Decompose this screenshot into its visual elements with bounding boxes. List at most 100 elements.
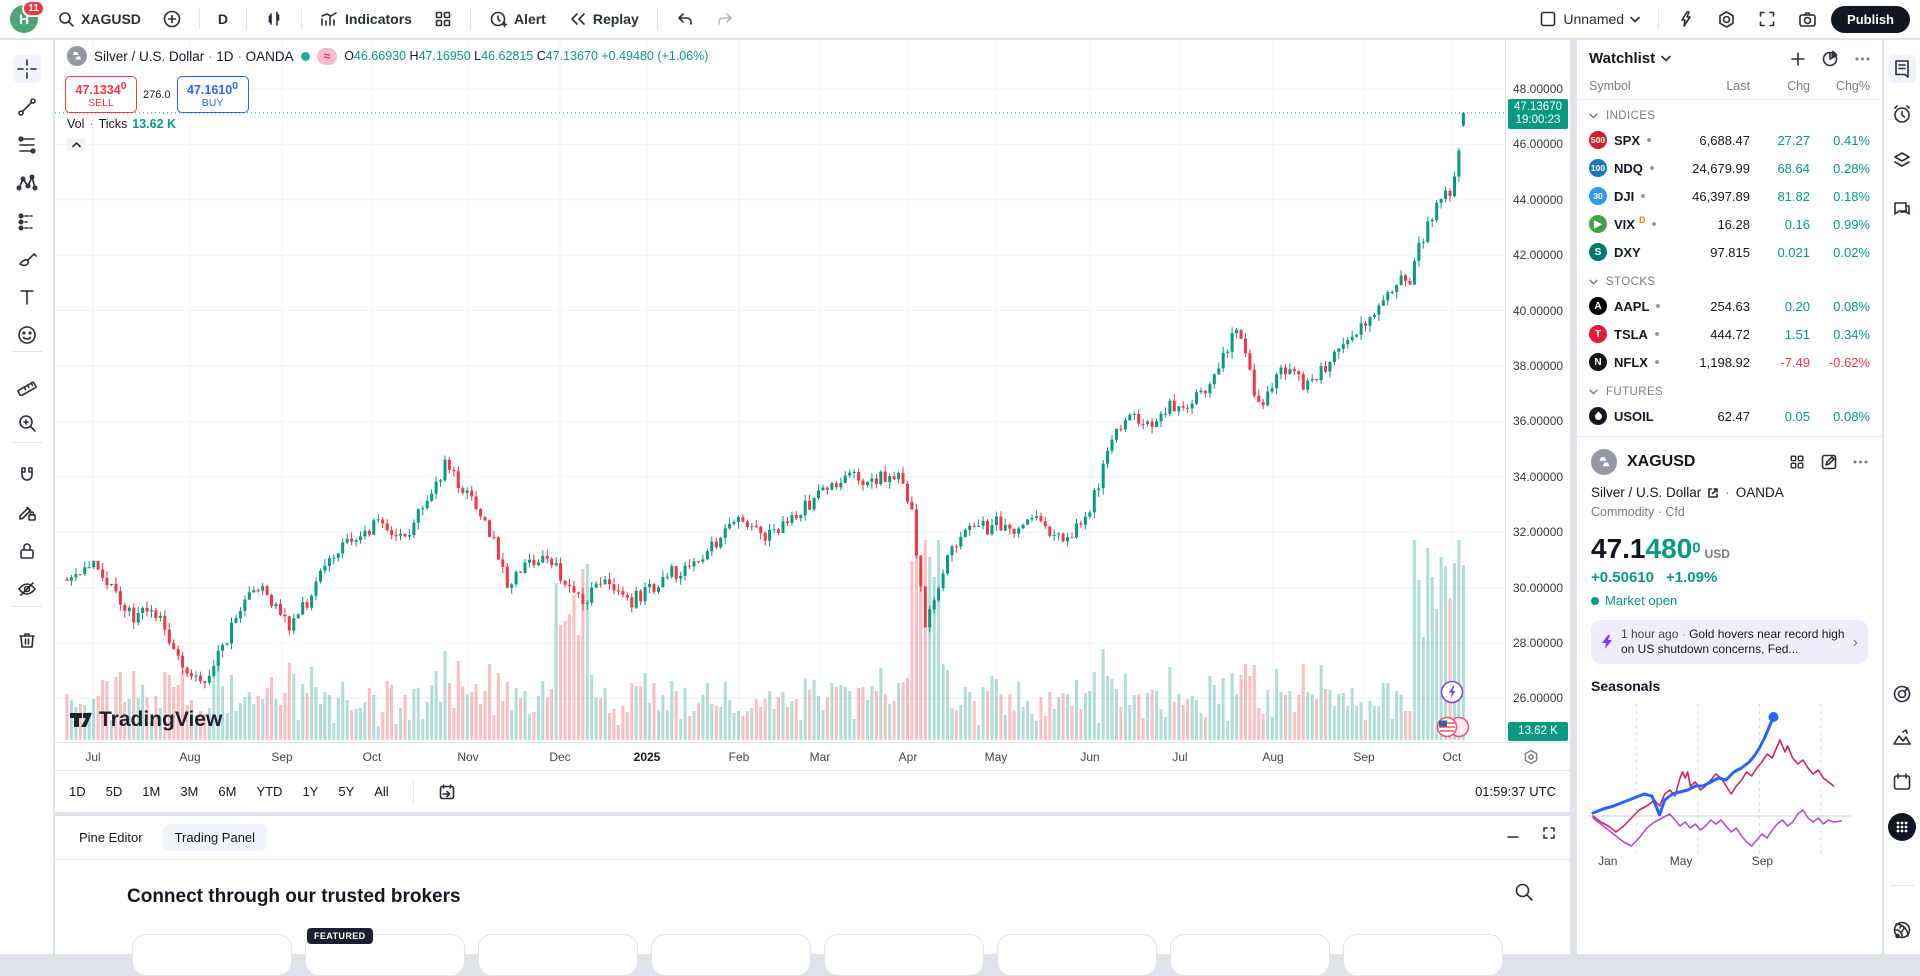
interval-button[interactable]: D: [210, 7, 236, 31]
broker-card[interactable]: [824, 934, 984, 976]
timeframe-5d[interactable]: 5D: [105, 784, 123, 799]
watchlist-row-spx[interactable]: 500 SPX 6,688.47 27.27 0.41%: [1589, 131, 1870, 149]
column-chg[interactable]: Chg: [1787, 79, 1810, 93]
ruler-icon[interactable]: [13, 371, 41, 399]
watchlist-row-nflx[interactable]: N NFLX 1,198.92 -7.49 -0.62%: [1577, 348, 1882, 376]
hide-all-icon[interactable]: [13, 575, 41, 603]
buy-button[interactable]: 47.16100 BUY: [176, 76, 249, 114]
redo-button[interactable]: [708, 8, 742, 30]
timeframe-1y[interactable]: 1Y: [302, 784, 319, 799]
timeframe-3m[interactable]: 3M: [180, 784, 199, 799]
apps-icon[interactable]: [1888, 813, 1916, 841]
settings-button[interactable]: [1709, 6, 1744, 33]
calendar-icon[interactable]: [1888, 768, 1916, 796]
remove-all-icon[interactable]: [13, 626, 41, 654]
broker-card[interactable]: [997, 934, 1157, 976]
replay-button[interactable]: Replay: [560, 7, 647, 31]
watchlist-row-ndq[interactable]: 100 NDQ 24,679.99 68.64 0.28%: [1589, 159, 1870, 177]
trend-line-icon[interactable]: [13, 93, 41, 121]
alerts-icon[interactable]: [1888, 101, 1916, 129]
xabcd-pattern-icon[interactable]: [13, 169, 41, 197]
broker-card[interactable]: [651, 934, 811, 976]
layout-select-button[interactable]: Unnamed: [1531, 6, 1648, 32]
radar-icon[interactable]: [1888, 680, 1916, 708]
broker-card[interactable]: [132, 934, 292, 976]
detail-layout-button[interactable]: [1789, 454, 1805, 470]
drawing-edit-icon[interactable]: [13, 499, 41, 527]
tab-pine-editor[interactable]: Pine Editor: [67, 824, 155, 851]
chevron-down-icon[interactable]: [1661, 55, 1671, 62]
brush-icon[interactable]: [13, 245, 41, 273]
crosshair-icon[interactable]: [13, 55, 41, 83]
tab-trading-panel[interactable]: Trading Panel: [162, 824, 268, 851]
detail-name[interactable]: Silver / U.S. Dollar: [1591, 485, 1702, 500]
add-symbol-button[interactable]: [1790, 51, 1806, 67]
emoji-icon[interactable]: [13, 321, 41, 349]
forecast-icon[interactable]: [13, 207, 41, 235]
watchlist-row-dji[interactable]: 30 DJI 46,397.89 81.82 0.18%: [1577, 182, 1882, 210]
candlestick-chart[interactable]: [55, 40, 1505, 742]
column-symbol[interactable]: Symbol: [1589, 79, 1631, 93]
timeframe-1d[interactable]: 1D: [69, 784, 86, 799]
external-link-icon[interactable]: [1707, 487, 1719, 499]
indicators-button[interactable]: Indicators: [312, 7, 420, 32]
magnet-icon[interactable]: [13, 461, 41, 489]
utc-clock[interactable]: 01:59:37 UTC: [1475, 784, 1556, 799]
pane-collapse-button[interactable]: [67, 138, 85, 151]
watchlist-more-button[interactable]: [1855, 57, 1870, 61]
watchlist-row-tsla[interactable]: T TSLA 444.72 1.51 0.34%: [1577, 320, 1882, 348]
timeframe-ytd[interactable]: YTD: [256, 784, 283, 799]
symbol-search-button[interactable]: XAGUSD: [50, 7, 149, 32]
ideas-icon[interactable]: [1888, 725, 1916, 753]
broker-card[interactable]: [478, 934, 638, 976]
user-avatar[interactable]: H 11: [10, 0, 45, 33]
layers-icon[interactable]: [1888, 146, 1916, 174]
chart-type-button[interactable]: [257, 6, 291, 32]
fullscreen-button[interactable]: [1750, 6, 1784, 32]
compare-add-button[interactable]: [155, 6, 189, 32]
broker-card[interactable]: [1170, 934, 1330, 976]
watchlist-row-vix[interactable]: ▶ VIX D 16.28 0.16 0.99%: [1577, 210, 1882, 238]
broker-search-button[interactable]: [1514, 882, 1534, 902]
zoom-in-icon[interactable]: [13, 409, 41, 437]
detail-more-button[interactable]: [1853, 460, 1868, 464]
timeframe-6m[interactable]: 6M: [218, 784, 237, 799]
quick-search-button[interactable]: [1669, 6, 1703, 32]
maximize-panel-button[interactable]: [1542, 826, 1556, 840]
watchlist-row-aapl[interactable]: A AAPL 254.63 0.20 0.08%: [1577, 292, 1882, 320]
timeframe-1m[interactable]: 1M: [142, 784, 161, 799]
undo-button[interactable]: [668, 8, 702, 30]
column-chg-pct[interactable]: Chg%: [1835, 79, 1870, 93]
minimize-panel-button[interactable]: [1506, 826, 1520, 840]
seasonals-chart[interactable]: Jan May Sep: [1587, 698, 1872, 870]
screenshot-button[interactable]: [1790, 7, 1825, 32]
help-icon[interactable]: [1888, 916, 1916, 944]
chart-legend[interactable]: Silver / U.S. Dollar · 1D · OANDA ≈ O46.…: [67, 46, 708, 66]
alert-button[interactable]: Alert: [481, 6, 554, 33]
go-to-date-button[interactable]: [438, 783, 456, 801]
axis-settings-gear-icon[interactable]: [1523, 749, 1539, 765]
lock-all-icon[interactable]: [13, 537, 41, 565]
watchlist-heatmap-button[interactable]: [1822, 50, 1839, 67]
indicator-templates-button[interactable]: [426, 6, 460, 32]
watchlist-icon[interactable]: [1888, 55, 1916, 83]
text-icon[interactable]: [13, 283, 41, 311]
publish-button[interactable]: Publish: [1831, 5, 1910, 33]
chat-icon[interactable]: [1888, 195, 1916, 223]
delayed-data-icon[interactable]: ≈: [316, 47, 338, 65]
timeframe-5y[interactable]: 5Y: [338, 784, 355, 799]
time-axis[interactable]: Jul Aug Sep Oct Nov Dec 2025 Feb Mar Apr May Jun Jul…: [55, 742, 1570, 770]
fib-retracement-icon[interactable]: [13, 131, 41, 159]
sell-button[interactable]: 47.13340 SELL: [65, 76, 137, 114]
price-axis[interactable]: 48.00000 46.00000 44.00000 42.00000 40.00000…: [1505, 40, 1570, 742]
broker-card[interactable]: [1343, 934, 1503, 976]
detail-edit-button[interactable]: [1821, 454, 1837, 470]
section-stocks[interactable]: STOCKS: [1577, 266, 1882, 292]
chart-pane[interactable]: Silver / U.S. Dollar · 1D · OANDA ≈ O46.…: [55, 40, 1570, 742]
watchlist-row-usoil[interactable]: USOIL 62.47 0.05 0.08%: [1577, 402, 1882, 430]
watchlist-row-dxy[interactable]: S DXY 97.815 0.021 0.02%: [1577, 238, 1882, 266]
section-futures[interactable]: FUTURES: [1577, 376, 1882, 402]
timeframe-all[interactable]: All: [374, 784, 389, 799]
watchlist-title[interactable]: Watchlist: [1589, 50, 1656, 67]
news-item[interactable]: 1 hour ago · Gold hovers near record hig…: [1591, 620, 1868, 664]
